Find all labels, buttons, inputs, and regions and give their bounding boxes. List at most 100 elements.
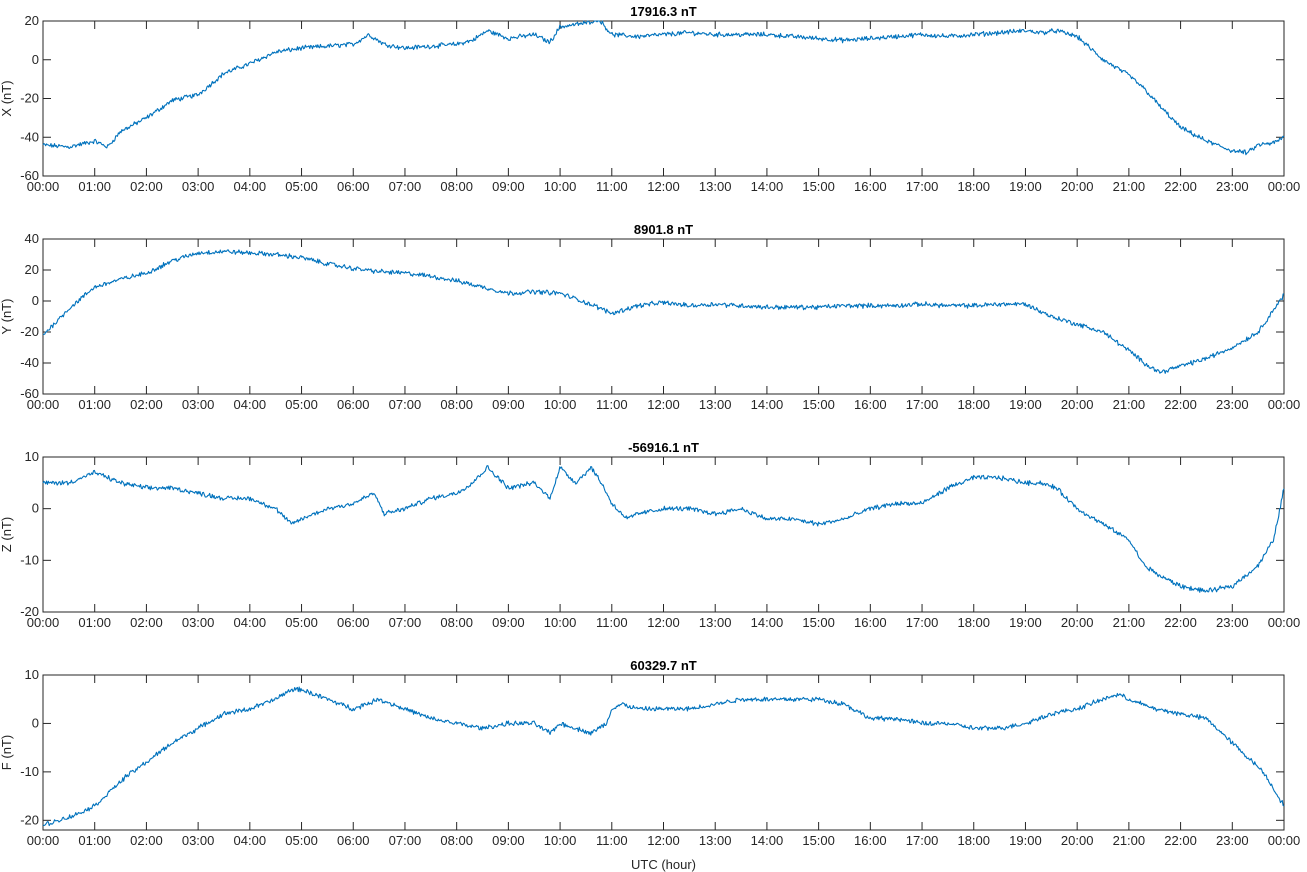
y-axis-label: Y (nT) bbox=[0, 299, 14, 335]
x-tick-label: 00:00 bbox=[27, 179, 60, 194]
panel-title: 8901.8 nT bbox=[634, 222, 693, 237]
x-tick-label: 14:00 bbox=[751, 615, 784, 630]
x-tick-label: 13:00 bbox=[699, 179, 732, 194]
x-tick-label: 16:00 bbox=[854, 397, 887, 412]
x-tick-label: 12:00 bbox=[647, 397, 680, 412]
x-tick-label: 02:00 bbox=[130, 833, 163, 848]
x-tick-label: 11:00 bbox=[596, 833, 628, 848]
data-series-line bbox=[42, 686, 1285, 827]
x-tick-label: 14:00 bbox=[751, 179, 784, 194]
x-tick-label: 14:00 bbox=[751, 397, 784, 412]
x-tick-label: 00:00 bbox=[1268, 833, 1301, 848]
x-tick-label: 15:00 bbox=[802, 615, 835, 630]
x-tick-label: 18:00 bbox=[957, 397, 990, 412]
x-tick-label: 05:00 bbox=[285, 615, 318, 630]
x-tick-label: 23:00 bbox=[1216, 615, 1249, 630]
y-axis-label: F (nT) bbox=[0, 735, 14, 770]
x-tick-label: 17:00 bbox=[906, 615, 939, 630]
x-axis-label: UTC (hour) bbox=[631, 857, 696, 872]
data-series-line bbox=[42, 249, 1285, 374]
x-tick-label: 10:00 bbox=[544, 615, 577, 630]
x-tick-label: 17:00 bbox=[906, 833, 939, 848]
x-tick-label: 06:00 bbox=[337, 397, 370, 412]
panel-f: 60329.7 nT F (nT) 10 0 -10 -20 00:00 01:00 02:00… bbox=[0, 658, 1300, 848]
y-tick-label: 0 bbox=[32, 293, 39, 308]
x-tick-label: 13:00 bbox=[699, 615, 732, 630]
plot-area-frame bbox=[42, 238, 1285, 395]
y-tick-label: -10 bbox=[20, 764, 39, 779]
x-tick-label: 00:00 bbox=[27, 397, 60, 412]
x-tick-label: 20:00 bbox=[1061, 615, 1094, 630]
x-tick-label: 22:00 bbox=[1164, 397, 1197, 412]
x-tick-label: 18:00 bbox=[957, 833, 990, 848]
y-tick-label: 0 bbox=[32, 52, 39, 67]
x-tick-label: 02:00 bbox=[130, 397, 163, 412]
x-tick-label: 01:00 bbox=[78, 397, 111, 412]
x-tick-label: 18:00 bbox=[957, 179, 990, 194]
x-tick-label: 16:00 bbox=[854, 615, 887, 630]
x-tick-label: 10:00 bbox=[544, 833, 577, 848]
x-tick-label: 01:00 bbox=[78, 179, 111, 194]
x-tick-label: 20:00 bbox=[1061, 833, 1094, 848]
data-series-line bbox=[42, 20, 1285, 156]
y-axis-label: X (nT) bbox=[0, 80, 14, 116]
x-tick-label: 08:00 bbox=[440, 833, 473, 848]
y-axis-label: Z (nT) bbox=[0, 517, 14, 552]
x-tick-label: 13:00 bbox=[699, 833, 732, 848]
y-tick-label: 40 bbox=[25, 231, 39, 246]
x-tick-label: 23:00 bbox=[1216, 179, 1249, 194]
x-tick-label: 18:00 bbox=[957, 615, 990, 630]
x-tick-label: 00:00 bbox=[1268, 615, 1301, 630]
x-tick-label: 04:00 bbox=[234, 833, 267, 848]
x-tick-label: 19:00 bbox=[1009, 615, 1042, 630]
y-tick-label: 10 bbox=[25, 449, 39, 464]
y-tick-label: -20 bbox=[20, 812, 39, 827]
y-tick-label: 0 bbox=[32, 501, 39, 516]
x-tick-label: 01:00 bbox=[78, 615, 111, 630]
x-tick-label: 08:00 bbox=[440, 397, 473, 412]
y-tick-label: 20 bbox=[25, 13, 39, 28]
x-tick-label: 00:00 bbox=[1268, 179, 1301, 194]
x-tick-label: 03:00 bbox=[182, 833, 215, 848]
x-tick-label: 15:00 bbox=[802, 179, 835, 194]
x-tick-label: 20:00 bbox=[1061, 179, 1094, 194]
x-tick-label: 07:00 bbox=[389, 833, 422, 848]
x-tick-label: 10:00 bbox=[544, 397, 577, 412]
x-tick-label: 04:00 bbox=[234, 397, 267, 412]
x-tick-label: 15:00 bbox=[802, 397, 835, 412]
plot-area-frame bbox=[42, 456, 1285, 613]
x-tick-label: 12:00 bbox=[647, 615, 680, 630]
x-tick-label: 06:00 bbox=[337, 833, 370, 848]
data-series-line bbox=[42, 465, 1285, 593]
y-tick-label: 0 bbox=[32, 715, 39, 730]
x-tick-label: 02:00 bbox=[130, 615, 163, 630]
x-tick-label: 12:00 bbox=[647, 179, 680, 194]
x-tick-label: 21:00 bbox=[1113, 397, 1146, 412]
x-tick-label: 15:00 bbox=[802, 833, 835, 848]
panel-title: 17916.3 nT bbox=[630, 4, 697, 19]
x-tick-label: 04:00 bbox=[234, 615, 267, 630]
x-tick-label: 16:00 bbox=[854, 833, 887, 848]
x-tick-label: 09:00 bbox=[492, 179, 525, 194]
plot-area-frame bbox=[42, 674, 1285, 831]
x-tick-label: 21:00 bbox=[1113, 615, 1146, 630]
panel-title: 60329.7 nT bbox=[630, 658, 697, 673]
x-tick-label: 19:00 bbox=[1009, 179, 1042, 194]
y-tick-label: -20 bbox=[20, 324, 39, 339]
panel-title: -56916.1 nT bbox=[628, 440, 699, 455]
x-tick-label: 17:00 bbox=[906, 179, 939, 194]
x-tick-label: 22:00 bbox=[1164, 615, 1197, 630]
x-tick-label: 17:00 bbox=[906, 397, 939, 412]
plot-area-frame bbox=[42, 20, 1285, 177]
x-tick-label: 23:00 bbox=[1216, 833, 1249, 848]
x-tick-label: 19:00 bbox=[1009, 397, 1042, 412]
x-tick-label: 00:00 bbox=[1268, 397, 1301, 412]
x-tick-label: 08:00 bbox=[440, 179, 473, 194]
x-tick-label: 10:00 bbox=[544, 179, 577, 194]
x-tick-label: 21:00 bbox=[1113, 833, 1146, 848]
y-tick-label: -40 bbox=[20, 129, 39, 144]
y-tick-label: 20 bbox=[25, 262, 39, 277]
